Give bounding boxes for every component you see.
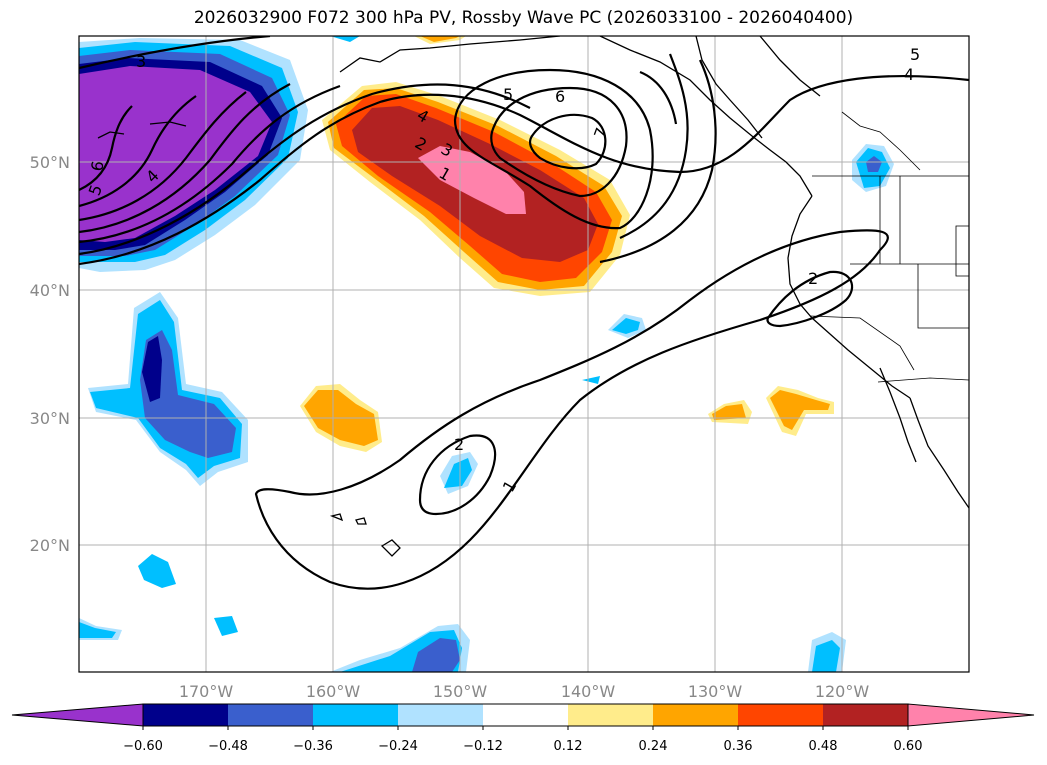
lon-label-130w: 130°W	[688, 682, 743, 701]
colorbar-extend-high	[907, 703, 1035, 727]
colorbar-tick-label: 0.48	[809, 739, 838, 754]
lon-label-120w: 120°W	[815, 682, 870, 701]
lon-label-150w: 150°W	[433, 682, 488, 701]
lat-label-20: 20°N	[30, 536, 70, 555]
negative-anomaly-central	[88, 292, 248, 486]
longitude-labels: 170°W 160°W 150°W 140°W 130°W 120°W	[179, 682, 870, 701]
small-anomaly-patches	[79, 36, 894, 672]
colorbar-segment	[483, 704, 568, 726]
contour-label: 4	[904, 65, 914, 84]
wave-contours	[79, 36, 969, 590]
colorbar-tick-label: 0.60	[894, 739, 923, 754]
colorbar-frame	[142, 703, 909, 727]
lat-label-40: 40°N	[30, 281, 70, 300]
positive-anomaly-ridge	[322, 82, 630, 296]
colorbar-segment	[398, 704, 483, 726]
contour-label: 3	[136, 52, 146, 71]
colorbar-tick-label: 0.36	[724, 739, 753, 754]
colorbar-tick-label: 0.12	[554, 739, 583, 754]
map-title: 2026032900 F072 300 hPa PV, Rossby Wave …	[193, 8, 854, 28]
contour-label: 5	[910, 45, 920, 64]
contour-label: 2	[808, 269, 818, 288]
contour-label: 6	[555, 87, 565, 106]
colorbar-segment	[823, 704, 908, 726]
colorbar-tick-label: −0.12	[463, 739, 503, 754]
lon-label-160w: 160°W	[306, 682, 361, 701]
colorbar-tick-label: −0.36	[293, 739, 333, 754]
colorbar-tick-label: −0.24	[378, 739, 418, 754]
contour-label: 5	[503, 85, 513, 104]
colorbar-segment	[228, 704, 313, 726]
contour-label: 6	[87, 159, 107, 172]
colorbar-segment	[738, 704, 823, 726]
colorbar-tick-label: −0.48	[208, 739, 248, 754]
lon-label-140w: 140°W	[561, 682, 616, 701]
colorbar-extend-low	[11, 703, 144, 727]
contour-label: 2	[454, 435, 464, 454]
colorbar: −0.60 −0.48 −0.36 −0.24 −0.12 0.12 0.24 0.36 0.4…	[11, 703, 1035, 754]
lon-label-170w: 170°W	[179, 682, 234, 701]
colorbar-tick-label: 0.24	[639, 739, 668, 754]
colorbar-tick-label: −0.60	[123, 739, 163, 754]
colorbar-segment	[313, 704, 398, 726]
colorbar-segment	[653, 704, 738, 726]
coastlines	[97, 36, 969, 557]
lat-label-30: 30°N	[30, 409, 70, 428]
latitude-labels: 50°N 40°N 30°N 20°N	[30, 153, 70, 555]
colorbar-segment	[568, 704, 653, 726]
political-borders	[809, 111, 969, 383]
map-border	[78, 35, 970, 673]
colorbar-segment	[143, 704, 228, 726]
lat-label-50: 50°N	[30, 153, 70, 172]
